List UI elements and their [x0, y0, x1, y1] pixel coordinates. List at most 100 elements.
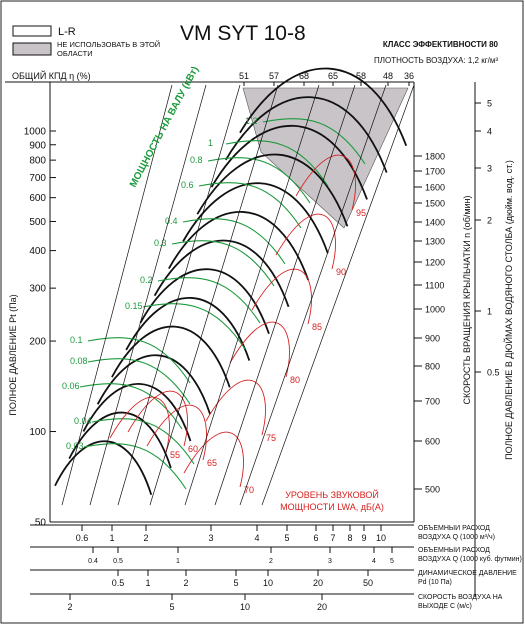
x-tick-label: 1	[176, 558, 180, 565]
power-label: МОЩНОСТЬ НА ВАЛУ (кВт)	[128, 65, 201, 190]
x-tick-label: 9	[361, 533, 366, 543]
y2-tick-label: 5	[487, 99, 492, 109]
x-tick-label: 2	[67, 602, 72, 612]
y2-tick-label: 4	[487, 127, 492, 137]
efficiency-tick-label: 68	[299, 71, 309, 81]
y2-tick-label: 3	[487, 164, 492, 174]
system-resistance-line	[239, 84, 387, 506]
efficiency-tick-label: 36	[404, 71, 414, 81]
sound-curve-label: 90	[336, 267, 346, 277]
power-curve-label: 1	[208, 138, 213, 148]
power-curves: 0.03 0.04 0.06 0.08 0.1 0.15 0.2 0.3 0.4 0.6 0.8 1 1…	[62, 116, 366, 490]
sound-curves: 55 60 65 70 75 80 85 90 95	[109, 154, 366, 495]
x-tick-label: 0.6	[76, 533, 89, 543]
speed-tick-label: 1500	[425, 199, 445, 209]
efficiency-ticks: 51 57 68 65 58 48 36	[239, 71, 414, 86]
y-tick-label: 800	[29, 156, 46, 167]
y-tick-label: 700	[29, 173, 46, 184]
x-tick-label: 5	[233, 578, 238, 588]
sound-curve	[146, 404, 207, 461]
sound-curve-label: 95	[356, 208, 366, 218]
x-axis-label: СКОРОСТЬ ВОЗДУХА НА ВЫХОДЕ С (м/с)	[418, 594, 502, 610]
y-axis-ticks: 50 100 200 300 400 500 600 700 800 900 1000	[24, 127, 56, 529]
x-tick-label: 0.5	[113, 558, 123, 565]
y2-tick-label: 1	[487, 307, 492, 317]
speed-tick-label: 1800	[425, 152, 445, 162]
power-curve	[79, 383, 183, 430]
chart-title: VM SYT 10-8	[180, 22, 306, 45]
power-curve	[182, 218, 286, 265]
x-tick-label: 20	[317, 602, 327, 612]
fan-curve	[54, 440, 153, 496]
power-curve-label: 0.8	[190, 155, 203, 165]
x-tick-label: 3	[208, 533, 213, 543]
legend-label-lr: L-R	[58, 26, 76, 38]
legend-label-no-use: НЕ ИСПОЛЬЗОВАТЬ В ЭТОЙ ОБЛАСТИ	[57, 40, 160, 58]
power-curve-label: 0.2	[140, 275, 153, 285]
power-curve-label: 0.06	[62, 381, 80, 391]
sound-curve-label: 55	[170, 450, 180, 460]
power-curve	[262, 118, 366, 165]
speed-tick-label: 800	[425, 362, 440, 372]
y-tick-label: 400	[29, 246, 46, 257]
power-curve-label: 0.3	[154, 238, 167, 248]
power-curve-label: 0.15	[125, 301, 143, 311]
fan-curve	[196, 153, 349, 227]
speed-tick-label: 1300	[425, 237, 445, 247]
x-tick-label: 4	[254, 533, 259, 543]
y-tick-label: 300	[29, 284, 46, 295]
system-resistance-line	[149, 84, 279, 506]
efficiency-tick-label: 57	[269, 71, 279, 81]
sound-curve	[275, 213, 336, 270]
fan-curve	[210, 124, 368, 200]
efficiency-tick-label: 65	[328, 71, 338, 81]
power-curve	[87, 358, 191, 405]
system-resistance-line	[261, 84, 415, 506]
legend-swatch-lr	[12, 25, 52, 37]
y-tick-label: 900	[29, 140, 46, 151]
fan-curve	[139, 268, 270, 334]
power-curve	[83, 443, 187, 490]
x-tick-label: 10	[240, 602, 250, 612]
speed-axis-label: СКОРОСТЬ ВРАЩЕНИЯ КРЫЛЬЧАТКИ n (об/мин)	[462, 195, 472, 404]
air-density: ПЛОТНОСТЬ ВОЗДУХА: 1,2 кг/м³	[374, 56, 498, 65]
x-axes: 0.6 1 2 3 4 5 6 7 8 9 10 ОБЪЕМНЫЙ РАСХОД ВОЗДУХА Q …	[30, 524, 522, 612]
sound-curve-label: 65	[207, 458, 217, 468]
speed-tick-label: 1400	[425, 218, 445, 228]
x-tick-label: 0.4	[88, 558, 98, 565]
x-tick-label: 7	[330, 533, 335, 543]
power-curve	[198, 182, 302, 229]
power-curve	[91, 418, 195, 465]
sound-label: УРОВЕНЬ ЗВУКОВОЙ МОЩНОСТИ LWA, дБ(А)	[280, 490, 384, 512]
fan-curve	[125, 297, 251, 361]
fan-curve	[82, 383, 192, 442]
system-resistance-line	[61, 84, 173, 506]
power-curve	[142, 303, 246, 350]
system-resistance-lines	[61, 84, 415, 506]
y-tick-label: 600	[29, 193, 46, 204]
legend-swatch-no-use	[12, 42, 52, 56]
sound-curve	[251, 268, 312, 325]
x-axis-label-text: ОБЪЕМНЫЙ РАСХОД ВОЗДУХА Q (1000 куб. фут…	[418, 547, 522, 563]
x-tick-label: 4	[372, 558, 376, 565]
x-tick-label: 10	[263, 578, 273, 588]
x-tick-label: 5	[390, 558, 394, 565]
speed-tick-label: 1200	[425, 258, 445, 268]
x-axis-label-text: ОБЪЕМНЫЙ РАСХОД ВОЗДУХА Q (1000 м³/ч)	[418, 525, 495, 541]
y-axis-label: ПОЛНОЕ ДАВЛЕНИЕ Pt (Па)	[8, 294, 18, 415]
y-tick-label: 1000	[24, 127, 47, 138]
x-tick-label: 2	[143, 533, 148, 543]
y-tick-label: 50	[35, 518, 47, 529]
fan-curve	[168, 211, 310, 281]
x-axis-label-text: ДИНАМИЧЕСКОЕ ДАВЛЕНИЕ Pd (10 Па)	[418, 570, 517, 586]
y-tick-label: 100	[29, 427, 46, 438]
x-tick-label: 5	[284, 533, 289, 543]
x-tick-label: 3	[328, 558, 332, 565]
sound-curve-label: 60	[188, 444, 198, 454]
efficiency-axis-label: ОБЩИЙ КПД η (%)	[12, 70, 91, 81]
y2-tick-label: 2	[487, 216, 492, 226]
x-tick-label: 2	[269, 558, 273, 565]
efficiency-tick-label: 58	[356, 71, 366, 81]
